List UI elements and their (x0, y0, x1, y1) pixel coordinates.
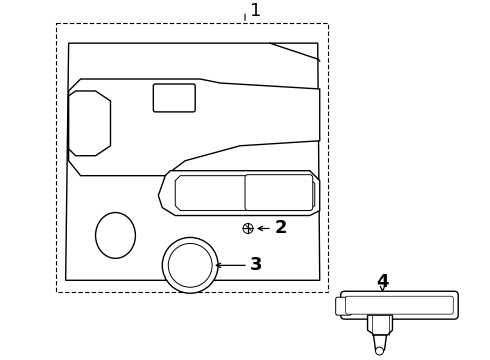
Text: 1: 1 (250, 2, 261, 20)
Text: 3: 3 (250, 256, 263, 274)
Text: 2: 2 (275, 220, 288, 238)
Polygon shape (66, 43, 320, 280)
Text: 4: 4 (376, 273, 389, 291)
Bar (56, 23, 328, 292)
Polygon shape (368, 315, 392, 335)
Polygon shape (175, 176, 315, 211)
Polygon shape (373, 335, 387, 350)
Circle shape (243, 224, 253, 233)
Ellipse shape (96, 212, 135, 258)
FancyBboxPatch shape (336, 297, 352, 315)
FancyBboxPatch shape (341, 291, 458, 319)
FancyBboxPatch shape (345, 296, 453, 314)
Polygon shape (69, 91, 110, 156)
Polygon shape (69, 79, 320, 176)
FancyBboxPatch shape (153, 84, 195, 112)
Circle shape (162, 238, 218, 293)
Circle shape (168, 243, 212, 287)
Circle shape (375, 347, 384, 355)
FancyBboxPatch shape (245, 175, 313, 211)
Polygon shape (158, 171, 320, 216)
